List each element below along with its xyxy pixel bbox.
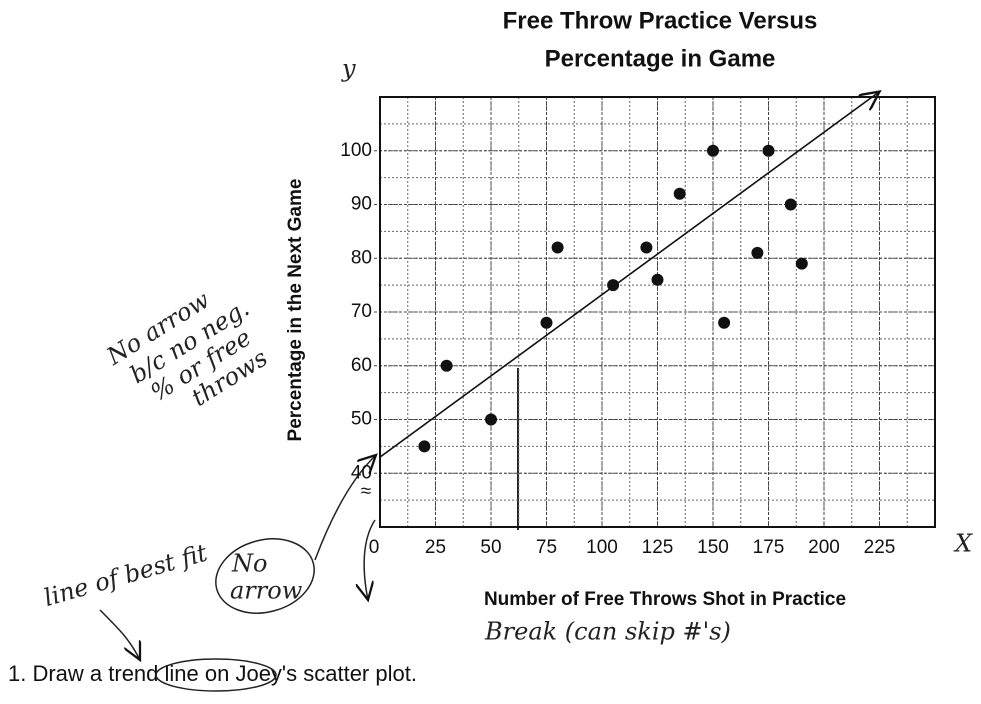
x-note: X [953,530,973,558]
point [784,198,797,211]
point [751,246,764,259]
trend-line [379,92,880,458]
x-tick-label: 75 [536,537,557,558]
point [762,144,775,157]
y-tick-label: 90 [351,194,372,215]
y-tick-label: 80 [351,247,372,268]
circle [155,658,277,692]
point [795,257,808,270]
x-tick-label: 150 [697,537,729,558]
x-axis-label: Number of Free Throws Shot in Practice [484,589,846,610]
y-axis-label: Percentage in the Next Game [285,179,306,442]
prompt: 1. Draw a trend line on Joey's scatter p… [8,661,417,686]
x-tick-label: 0 [369,537,380,558]
point [551,241,564,254]
chart-title: Free Throw Practice Versus [503,7,818,34]
chart-subtitle: Percentage in Game [545,45,776,72]
point [673,187,686,200]
x-tick-label: 125 [642,537,674,558]
point [540,316,553,329]
x-tick-label: 175 [753,537,785,558]
point [718,316,731,329]
plot-frame [379,96,936,528]
x-tick-label: 200 [808,537,840,558]
point [418,440,431,453]
circle [215,538,315,614]
x-tick-label: 50 [480,537,501,558]
point [485,413,497,426]
note: No [231,550,267,578]
note: Break (can skip #'s) [484,618,731,646]
y-tick-label: 60 [351,355,372,376]
note-group: No arrow b/c no neg. % or free throws [101,286,273,412]
note: line of best fit [41,539,211,612]
x-tick-label: 225 [864,537,896,558]
y-tick-label: 70 [351,301,372,322]
note-arrow [364,519,376,600]
point [707,144,719,157]
y-tick-label: 100 [340,140,372,161]
point [440,359,453,372]
note-arrow [99,609,140,660]
note-arrow [314,455,376,561]
note: arrow [230,577,303,605]
point [640,241,653,254]
x-tick-label: 100 [586,537,618,558]
point [651,273,664,286]
y-tick-label: 40 [351,462,372,483]
y-tick-label: 50 [351,409,372,430]
x-tick-label: 25 [425,537,446,558]
y-note: y [341,55,356,83]
axis-break: ≈ [361,481,371,502]
